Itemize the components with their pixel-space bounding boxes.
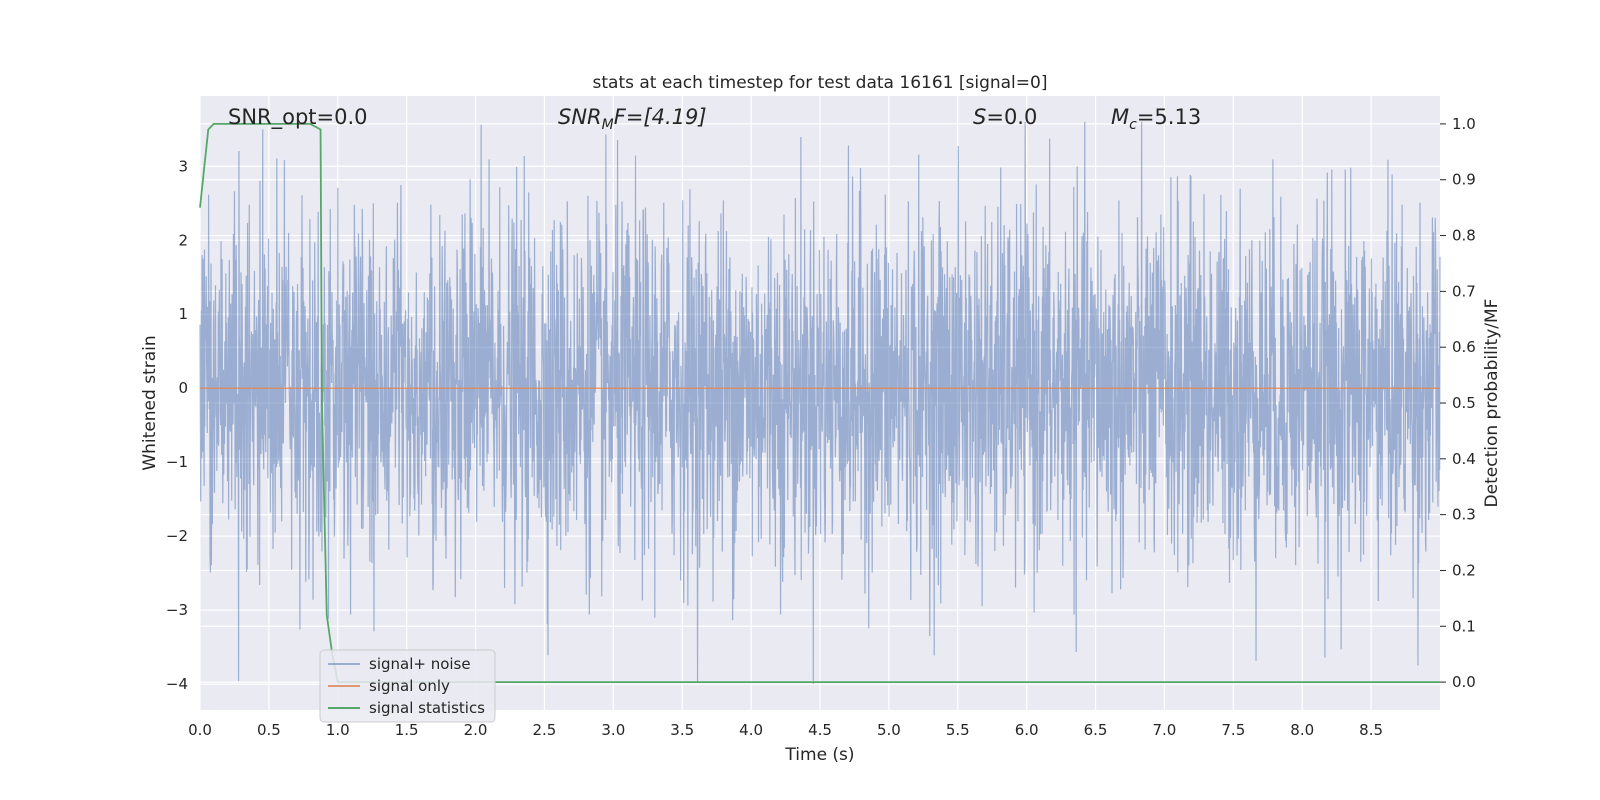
x-tick-label: 7.0 bbox=[1153, 721, 1177, 739]
snr-mf-base: SNR bbox=[558, 105, 602, 129]
mc-var: M bbox=[1111, 105, 1129, 129]
annotation-snr-mf: SNRMF=[4.19] bbox=[558, 105, 707, 133]
right-y-tick-label: 0.3 bbox=[1452, 506, 1476, 524]
right-y-axis-ticks: 0.0 0.1 0.2 0.3 0.4 0.5 0.6 0.7 0.8 0.9 1.0 bbox=[1440, 115, 1476, 691]
x-tick-label: 4.0 bbox=[739, 721, 763, 739]
legend-label-signal-only: signal only bbox=[369, 677, 450, 695]
snr-mf-sub: M bbox=[602, 117, 614, 133]
left-y-tick-label: −3 bbox=[166, 601, 188, 619]
left-y-tick-label: 3 bbox=[178, 157, 188, 175]
right-y-tick-label: 0.5 bbox=[1452, 394, 1476, 412]
x-tick-label: 4.5 bbox=[808, 721, 832, 739]
right-y-tick-label: 0.8 bbox=[1452, 227, 1476, 245]
x-tick-label: 5.0 bbox=[877, 721, 901, 739]
x-axis-label: Time (s) bbox=[784, 745, 854, 765]
right-y-tick-label: 0.4 bbox=[1452, 450, 1476, 468]
x-tick-label: 8.0 bbox=[1290, 721, 1314, 739]
annotation-s: S=0.0 bbox=[973, 105, 1037, 129]
x-tick-label: 1.0 bbox=[326, 721, 350, 739]
right-y-tick-label: 0.7 bbox=[1452, 282, 1476, 300]
legend-box bbox=[319, 649, 496, 723]
right-y-tick-label: 0.0 bbox=[1452, 673, 1476, 691]
legend-label-signal-statistics: signal statistics bbox=[369, 699, 485, 717]
legend-label-signal-noise: signal+ noise bbox=[369, 655, 471, 673]
left-y-axis-label: Whitened strain bbox=[140, 335, 160, 470]
x-tick-label: 3.5 bbox=[670, 721, 694, 739]
x-tick-label: 6.5 bbox=[1084, 721, 1108, 739]
x-tick-label: 2.5 bbox=[533, 721, 557, 739]
signal-noise-line bbox=[199, 121, 1441, 685]
left-y-tick-label: 1 bbox=[178, 305, 188, 323]
right-y-axis-label: Detection probability/MF bbox=[1482, 299, 1502, 508]
right-y-tick-label: 0.6 bbox=[1452, 338, 1476, 356]
legend: signal+ noise signal only signal statist… bbox=[319, 649, 496, 723]
x-tick-label: 5.5 bbox=[946, 721, 970, 739]
x-tick-label: 6.0 bbox=[1015, 721, 1039, 739]
chart-title: stats at each timestep for test data 161… bbox=[593, 73, 1048, 93]
x-tick-label: 7.5 bbox=[1221, 721, 1245, 739]
right-y-tick-label: 0.9 bbox=[1452, 171, 1476, 189]
mc-sub: c bbox=[1129, 117, 1137, 133]
x-tick-label: 8.5 bbox=[1359, 721, 1383, 739]
x-tick-label: 0.0 bbox=[188, 721, 212, 739]
x-tick-label: 0.5 bbox=[257, 721, 281, 739]
right-y-tick-label: 0.1 bbox=[1452, 617, 1476, 635]
x-tick-label: 3.0 bbox=[601, 721, 625, 739]
mc-rest: =5.13 bbox=[1137, 105, 1201, 129]
s-rest: =0.0 bbox=[986, 105, 1037, 129]
signal-noise-series bbox=[199, 121, 1441, 685]
x-axis-ticks: 0.0 0.5 1.0 1.5 2.0 2.5 3.0 3.5 4.0 4.5 5.0 5.5 6.0 6… bbox=[188, 721, 1383, 739]
left-y-tick-label: −1 bbox=[166, 453, 188, 471]
annotation-snr-opt: SNR_opt=0.0 bbox=[228, 105, 368, 130]
s-var: S bbox=[973, 105, 986, 129]
left-y-tick-label: −2 bbox=[166, 527, 188, 545]
left-y-tick-label: 2 bbox=[178, 231, 188, 249]
left-y-tick-label: −4 bbox=[166, 675, 188, 693]
left-y-axis-ticks: −4 −3 −2 −1 0 1 2 3 bbox=[166, 157, 188, 693]
right-y-tick-label: 1.0 bbox=[1452, 115, 1476, 133]
right-y-tick-label: 0.2 bbox=[1452, 561, 1476, 579]
x-tick-label: 2.0 bbox=[464, 721, 488, 739]
left-y-tick-label: 0 bbox=[178, 379, 188, 397]
snr-mf-rest: F=[4.19] bbox=[614, 105, 707, 129]
x-tick-label: 1.5 bbox=[395, 721, 419, 739]
annotation-mc: Mc=5.13 bbox=[1111, 105, 1201, 133]
